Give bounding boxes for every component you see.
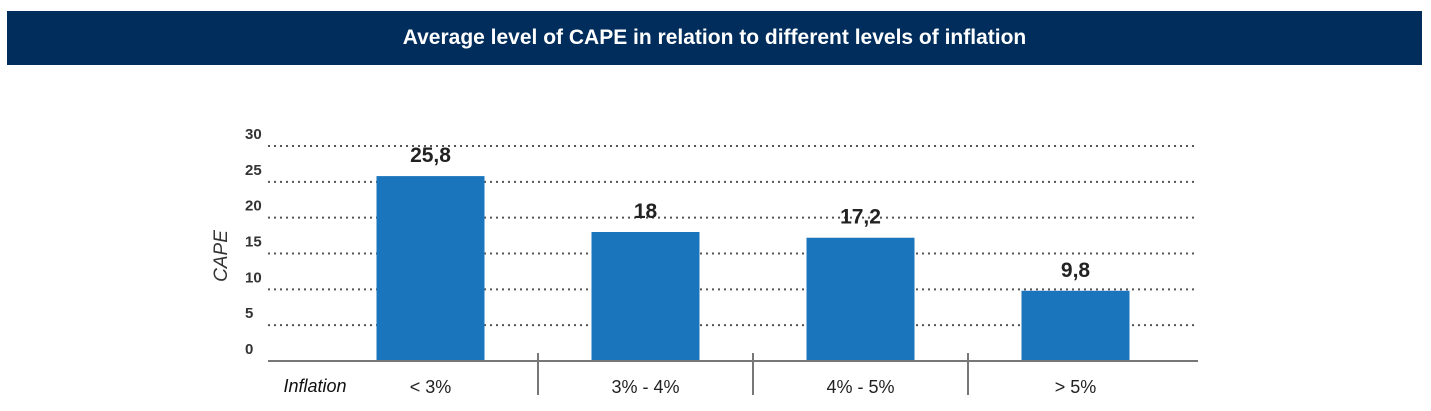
data-label: 17,2: [840, 206, 881, 229]
category-label: 3% - 4%: [611, 377, 679, 397]
bar: [591, 232, 700, 361]
bar: [376, 176, 485, 361]
y-tick-label: 30: [245, 126, 262, 143]
y-tick-label: 10: [245, 269, 262, 286]
y-tick-label: 15: [245, 234, 262, 251]
axes: 0 5 10 15 20 25 30 < 3% 3% - 4% 4% - 5% > 5%: [245, 126, 1198, 397]
y-axis-title: CAPE: [211, 230, 232, 282]
data-label: 25,8: [410, 144, 451, 167]
data-labels: 25,8 18 17,2 9,8: [410, 144, 1090, 282]
bar: [1021, 290, 1130, 361]
category-label: < 3%: [410, 377, 452, 397]
y-tick-label: 20: [245, 198, 262, 215]
data-label: 18: [634, 200, 658, 223]
y-tick-label: 0: [245, 341, 253, 358]
data-label: 9,8: [1061, 259, 1091, 282]
chart-title-bar: Average level of CAPE in relation to dif…: [7, 11, 1422, 65]
x-axis-title: Inflation: [283, 376, 346, 396]
chart-title: Average level of CAPE in relation to dif…: [402, 26, 1027, 49]
bar: [806, 237, 915, 361]
bars: [376, 176, 1130, 361]
y-tick-label: 25: [245, 162, 262, 179]
y-tick-label: 5: [245, 305, 253, 322]
category-label: > 5%: [1055, 377, 1097, 397]
category-label: 4% - 5%: [826, 377, 894, 397]
